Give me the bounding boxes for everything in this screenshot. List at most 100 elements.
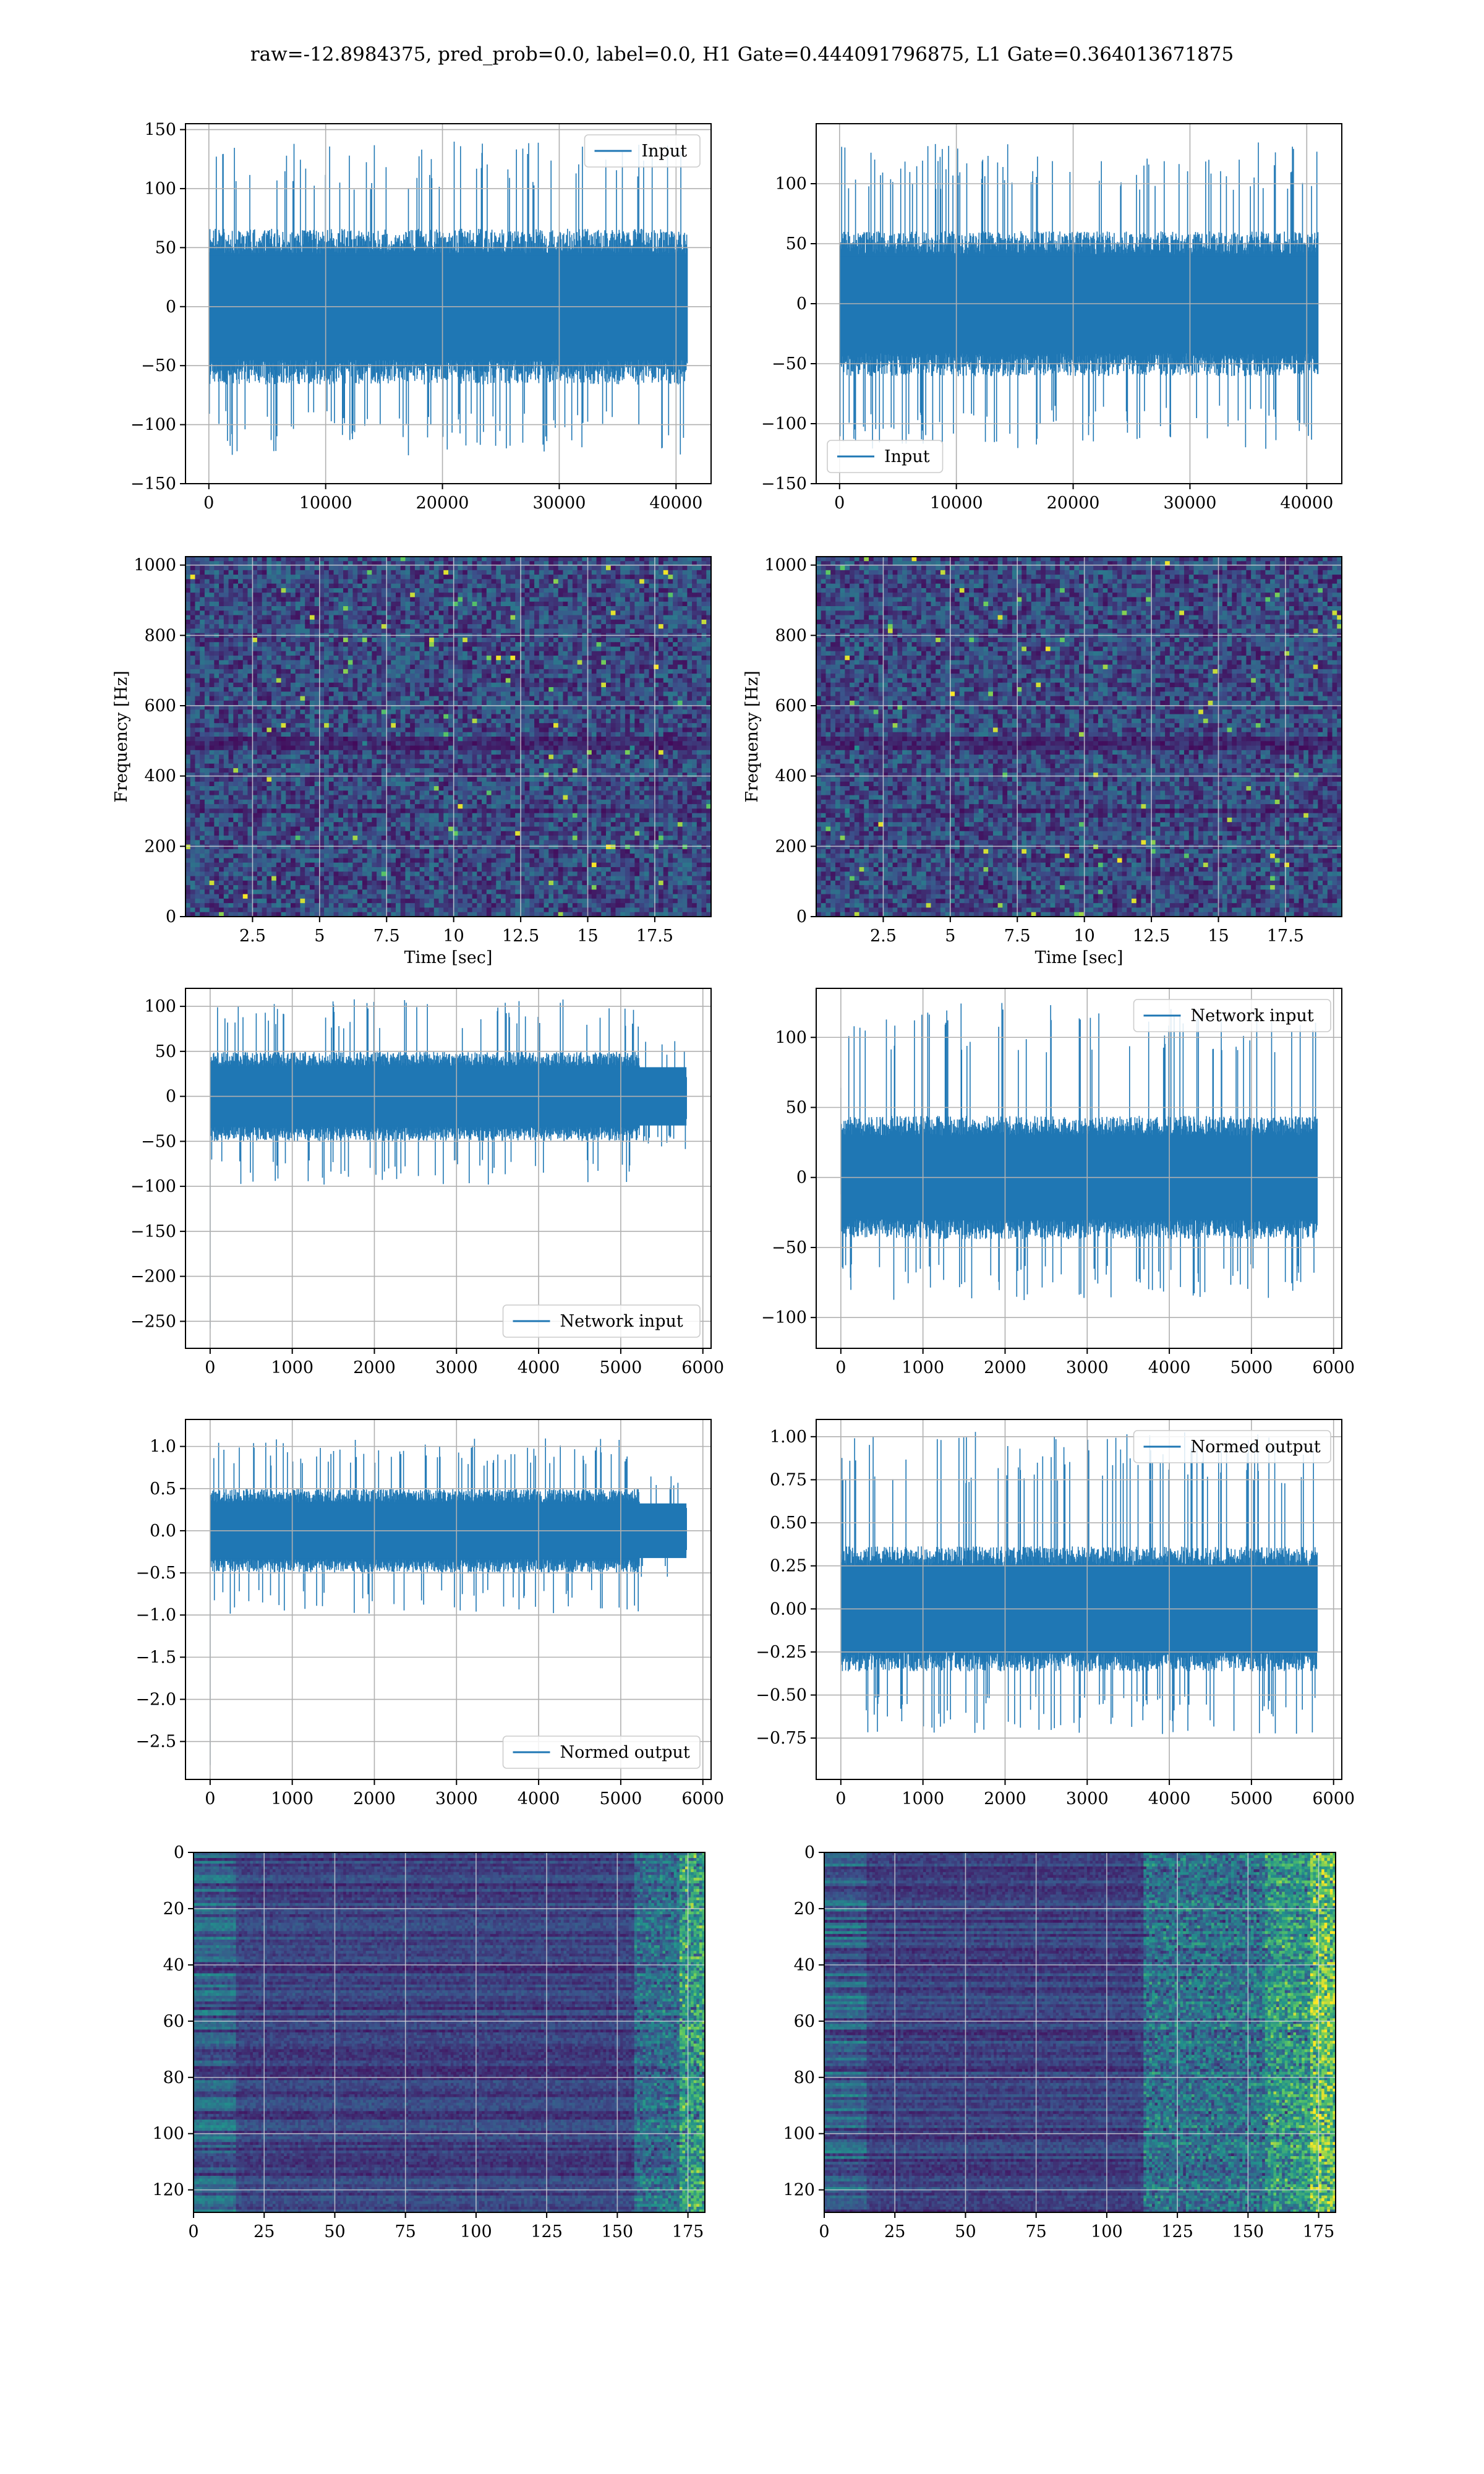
x-tick-label: 10000 xyxy=(299,494,352,513)
x-tick-label: 40000 xyxy=(1280,494,1333,513)
y-tick-label: −150 xyxy=(130,1222,176,1241)
x-tick-label: 175 xyxy=(672,2222,704,2241)
x-tick-label: 125 xyxy=(1161,2222,1193,2241)
l1-network-input-panel: 0 1000 2000 3000 4000 5000 6000−100−50050100Ne… xyxy=(761,988,1355,1377)
y-tick-label: 50 xyxy=(155,238,176,257)
legend-label: Normed output xyxy=(1191,1437,1321,1457)
y-tick-label: 60 xyxy=(163,2012,184,2031)
y-tick-label: −2.0 xyxy=(135,1690,176,1710)
x-tick-label: 10000 xyxy=(930,494,983,513)
plot-area xyxy=(816,988,1342,1348)
plot-area xyxy=(186,1419,711,1779)
y-tick-label: −150 xyxy=(130,474,176,494)
legend: Network input xyxy=(1134,999,1331,1032)
x-tick-label: 0 xyxy=(188,2222,198,2241)
y-tick-label: −2.5 xyxy=(135,1732,176,1752)
x-tick-label: 3000 xyxy=(1066,1358,1109,1377)
x-tick-label: 4000 xyxy=(1148,1789,1191,1808)
y-tick-label: 120 xyxy=(152,2181,184,2200)
x-tick-label: 25 xyxy=(884,2222,905,2241)
plot-area xyxy=(186,988,711,1348)
y-tick-label: 100 xyxy=(775,1028,807,1047)
x-tick-label: 17.5 xyxy=(1267,927,1304,946)
y-tick-label: 40 xyxy=(163,1956,184,1975)
x-axis-label: Time [sec] xyxy=(1035,948,1124,967)
x-tick-label: 0 xyxy=(835,1789,846,1808)
legend-label: Network input xyxy=(560,1312,683,1331)
x-tick-label: 0 xyxy=(203,494,214,513)
y-tick-label: 0 xyxy=(796,1168,807,1188)
x-tick-label: 1000 xyxy=(902,1789,944,1808)
heatmap-cells xyxy=(194,1852,706,2213)
x-tick-label: 10 xyxy=(443,927,464,946)
x-tick-label: 5000 xyxy=(600,1358,642,1377)
x-tick-label: 15 xyxy=(577,927,598,946)
y-tick-label: 0 xyxy=(796,294,807,314)
y-tick-label: 1000 xyxy=(134,556,176,575)
x-tick-label: 6000 xyxy=(1312,1789,1355,1808)
heatmap-cells xyxy=(816,557,1342,917)
h1-network-input-panel: 0 1000 2000 3000 4000 5000 6000−250−200−150−10… xyxy=(130,988,724,1377)
l1-normed-output-panel: 0 1000 2000 3000 4000 5000 6000−0.75−0.50−0.25… xyxy=(756,1419,1355,1808)
y-tick-label: 150 xyxy=(144,121,176,140)
grid-lines xyxy=(186,1419,711,1779)
x-tick-label: 30000 xyxy=(532,494,586,513)
x-tick-label: 6000 xyxy=(681,1358,724,1377)
x-tick-label: 125 xyxy=(531,2222,563,2241)
y-tick-label: 80 xyxy=(163,2068,184,2087)
y-tick-label: −1.0 xyxy=(135,1606,176,1625)
x-tick-label: 40000 xyxy=(649,494,702,513)
y-tick-label: 0.50 xyxy=(770,1513,807,1533)
x-tick-label: 3000 xyxy=(435,1789,478,1808)
x-tick-label: 100 xyxy=(460,2222,492,2241)
y-tick-label: 0.75 xyxy=(770,1470,807,1489)
x-tick-label: 15 xyxy=(1208,927,1229,946)
y-tick-label: 0 xyxy=(796,907,807,927)
x-tick-label: 1000 xyxy=(271,1358,313,1377)
y-tick-label: 0.00 xyxy=(770,1599,807,1619)
legend-label: Input xyxy=(884,447,930,466)
x-tick-label: 0 xyxy=(834,494,845,513)
legend-label: Input xyxy=(642,142,688,161)
series-line xyxy=(841,1432,1317,1734)
plot-area xyxy=(816,124,1342,484)
y-tick-label: 600 xyxy=(144,696,176,716)
x-tick-label: 100 xyxy=(1091,2222,1123,2241)
x-tick-label: 4000 xyxy=(518,1358,560,1377)
heatmap-cells xyxy=(186,557,712,917)
plot-area xyxy=(816,557,1342,917)
x-tick-label: 75 xyxy=(394,2222,416,2241)
y-tick-label: −0.25 xyxy=(756,1643,807,1662)
y-tick-label: 40 xyxy=(794,1956,815,1975)
y-tick-label: 0 xyxy=(174,1843,184,1862)
plot-area xyxy=(824,1852,1336,2213)
x-tick-label: 1000 xyxy=(902,1358,944,1377)
h1-input-panel: 0 10000 20000 30000 40000−150−100−5005010015… xyxy=(130,121,711,513)
x-tick-label: 5 xyxy=(314,927,325,946)
y-tick-label: −50 xyxy=(772,1238,807,1257)
l1-spectrogram-panel: 2.5 5 7.5 10 12.5 15 17.502004006008001000Time… xyxy=(743,556,1342,967)
x-tick-label: 0 xyxy=(205,1789,215,1808)
x-tick-label: 5000 xyxy=(600,1789,642,1808)
y-tick-label: 400 xyxy=(775,767,807,786)
y-tick-label: 0.25 xyxy=(770,1557,807,1576)
x-tick-label: 5 xyxy=(945,927,955,946)
y-tick-label: 200 xyxy=(144,837,176,856)
y-tick-label: 20 xyxy=(794,1899,815,1919)
x-tick-label: 75 xyxy=(1025,2222,1046,2241)
legend: Normed output xyxy=(503,1736,701,1768)
h1-spectrogram-panel: 2.5 5 7.5 10 12.5 15 17.502004006008001000Time… xyxy=(112,556,712,967)
plot-area xyxy=(194,1852,706,2213)
y-tick-label: −150 xyxy=(761,474,807,494)
y-tick-label: −50 xyxy=(141,1132,176,1151)
x-tick-label: 6000 xyxy=(681,1789,724,1808)
x-tick-label: 10 xyxy=(1073,927,1094,946)
y-tick-label: 0 xyxy=(804,1843,815,1862)
x-tick-label: 0 xyxy=(835,1358,846,1377)
x-tick-label: 30000 xyxy=(1163,494,1216,513)
series-line xyxy=(840,142,1318,448)
x-tick-label: 2.5 xyxy=(239,927,266,946)
